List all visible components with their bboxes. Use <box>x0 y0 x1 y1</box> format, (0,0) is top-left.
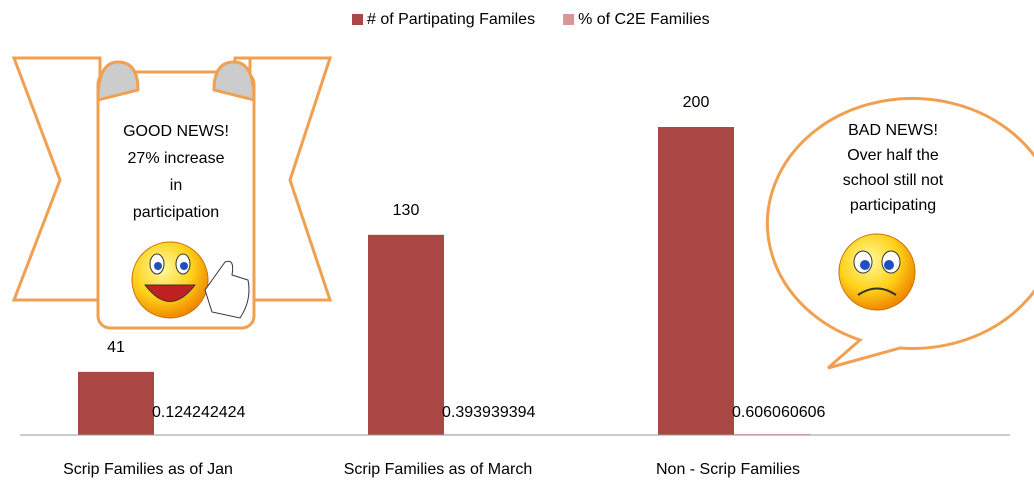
bar <box>368 235 444 435</box>
bar <box>658 127 734 435</box>
x-tick-label: Scrip Families as of Jan <box>63 461 233 478</box>
sad-face <box>839 234 915 310</box>
x-tick-label: Scrip Families as of March <box>344 461 533 478</box>
x-tick-label: Non - Scrip Families <box>656 461 800 478</box>
annotation-line: 27% increase <box>128 150 225 167</box>
legend-label: % of C2E Families <box>578 11 710 28</box>
data-label: 130 <box>393 202 420 219</box>
legend-swatch <box>563 14 574 25</box>
annotation-line: in <box>170 177 182 194</box>
annotation-line: participating <box>850 197 936 214</box>
data-label: 0.124242424 <box>152 404 246 421</box>
page: GOOD NEWS! 27% increase in participation… <box>0 0 1034 486</box>
annotation-line: Over half the <box>847 147 939 164</box>
annotation-line: BAD NEWS! <box>848 122 938 139</box>
data-label: 200 <box>683 94 710 111</box>
data-label: 0.606060606 <box>732 404 826 421</box>
chart: GOOD NEWS! 27% increase in participation… <box>0 0 1034 486</box>
legend-label: # of Partipating Familes <box>367 11 535 28</box>
data-label: 41 <box>107 339 125 356</box>
bar <box>78 372 154 435</box>
legend-swatch <box>352 14 363 25</box>
annotation-line: GOOD NEWS! <box>123 123 229 140</box>
data-label: 0.393939394 <box>442 404 536 421</box>
annotation-line: participation <box>133 204 219 221</box>
annotation-line: school still not <box>843 172 944 189</box>
